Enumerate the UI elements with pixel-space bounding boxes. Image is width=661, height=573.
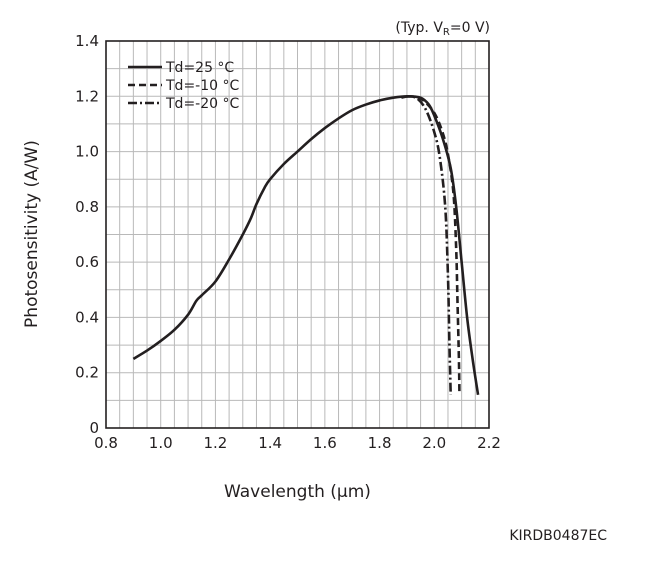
y-tick-label: 1.4	[75, 32, 99, 50]
plot-frame	[105, 40, 490, 429]
x-tick-label: 1.6	[313, 434, 337, 452]
legend-label: Td=25 °C	[165, 60, 234, 76]
x-tick-label: 0.8	[94, 434, 118, 452]
y-tick-label: 0.8	[75, 198, 99, 216]
x-tick-label: 1.0	[149, 434, 173, 452]
grid	[106, 41, 489, 428]
x-tick-label: 2.0	[422, 434, 446, 452]
condition-prefix: (Typ. V	[395, 20, 443, 36]
legend-label: Td=-20 °C	[165, 96, 239, 112]
x-tick-label: 1.8	[368, 434, 392, 452]
figure-code: KIRDB0487EC	[509, 528, 607, 544]
y-tick-label: 0.6	[75, 253, 99, 271]
x-tick-label: 1.2	[203, 434, 227, 452]
y-axis-title: Photosensitivity (A/W)	[22, 140, 42, 328]
x-axis-title: Wavelength (µm)	[224, 482, 371, 502]
x-tick-label: 2.2	[477, 434, 501, 452]
condition-subscript: R	[443, 27, 450, 38]
measurement-condition: (Typ. VR=0 V)	[395, 20, 490, 38]
series-line-1	[132, 94, 480, 396]
y-tick-label: 1.2	[75, 87, 99, 105]
series-layer	[132, 94, 480, 396]
y-tick-label: 0.4	[75, 308, 99, 326]
y-tick-label: 0	[89, 419, 99, 437]
y-tick-label: 0.2	[75, 364, 99, 382]
series-line-3	[401, 94, 452, 395]
series-line-2	[406, 94, 461, 395]
y-tick-label: 1.0	[75, 143, 99, 161]
legend: Td=25 °C Td=-10 °C Td=-20 °C	[128, 60, 239, 112]
x-tick-label: 1.4	[258, 434, 282, 452]
condition-suffix: =0 V)	[450, 20, 490, 36]
tick-labels: 0.8 1.0 1.2 1.4 1.6 1.8 2.0 2.2 0 0.2 0.4 0.6 0.8 1.0…	[75, 32, 501, 452]
legend-label: Td=-10 °C	[165, 78, 239, 94]
